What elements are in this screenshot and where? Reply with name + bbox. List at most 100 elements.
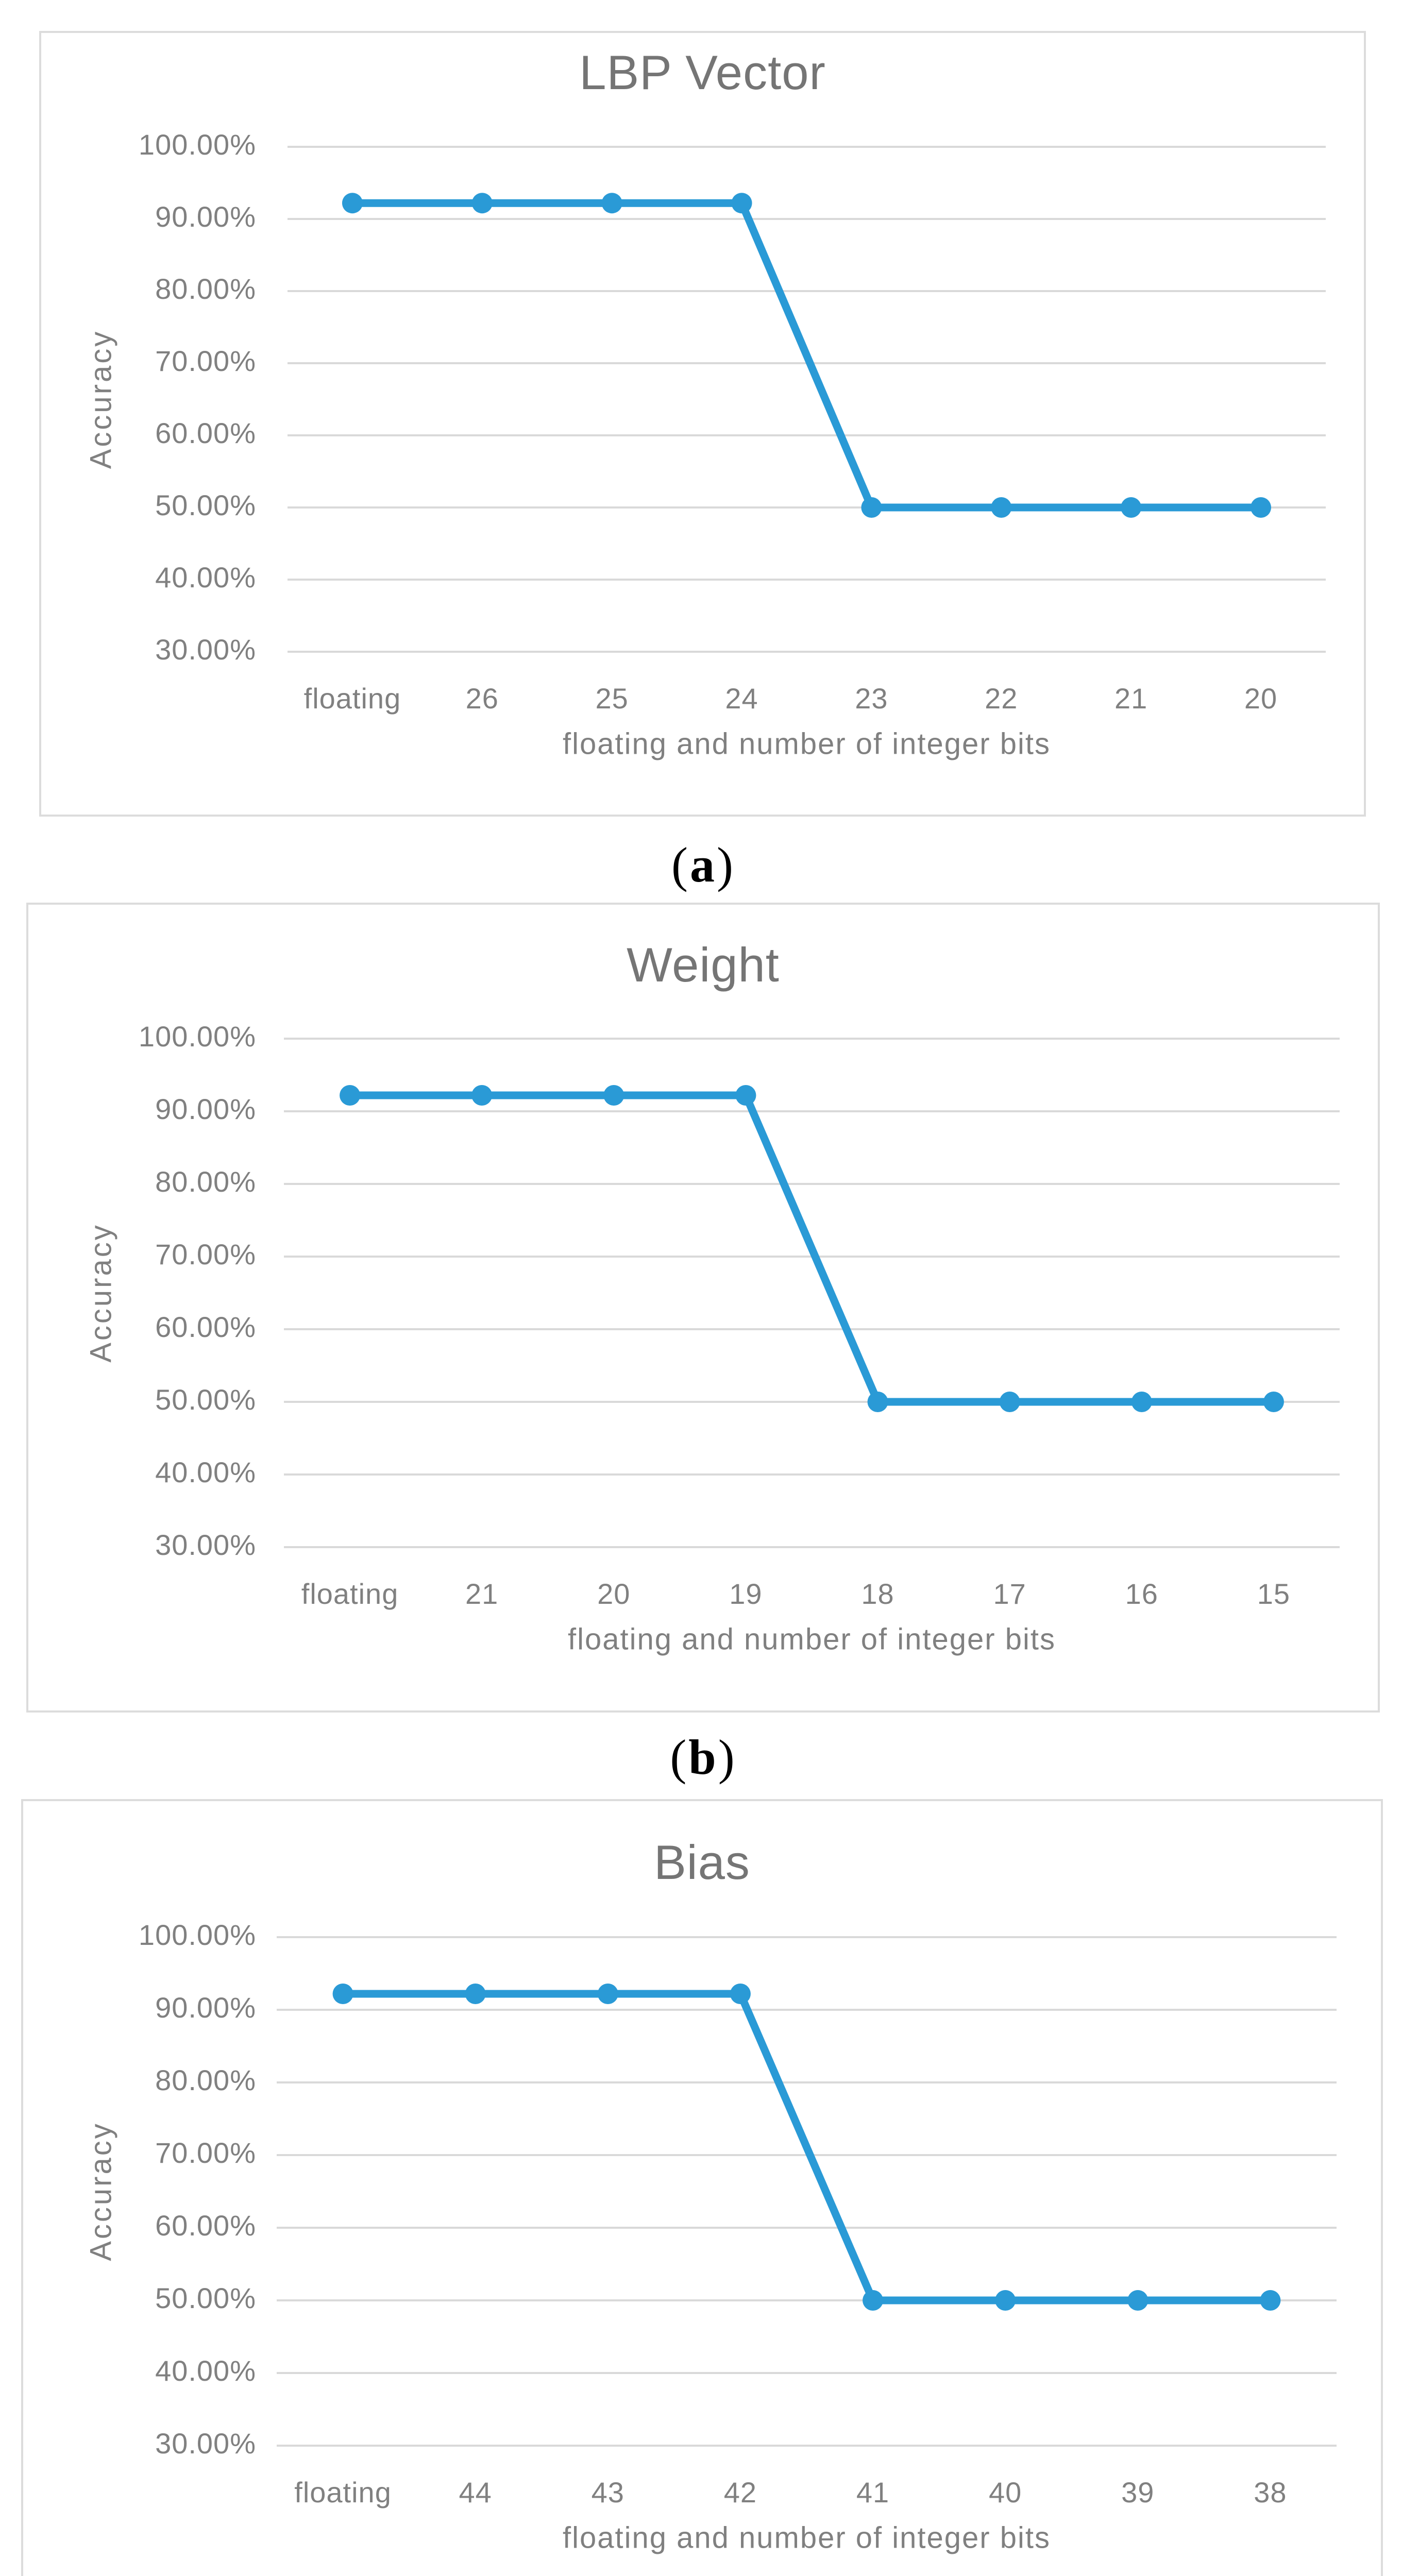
lbp-vector-chart: LBP Vector 100.00% 90.00% 80.00% 70.00% 60.00…: [39, 31, 1366, 817]
x-tick-label: floating: [294, 2476, 392, 2509]
data-point-marker: [1131, 1392, 1152, 1412]
data-point-marker: [342, 193, 363, 214]
y-tick-label: 50.00%: [155, 2282, 256, 2314]
data-point-marker: [1263, 1392, 1284, 1412]
data-point-marker: [471, 193, 493, 214]
x-tick-label: 21: [1114, 682, 1147, 715]
y-axis-title: Accuracy: [84, 330, 117, 469]
x-tick-label: 22: [985, 682, 1018, 715]
y-tick-label: 80.00%: [155, 1165, 256, 1198]
data-point-marker: [1251, 497, 1272, 518]
weight-chart: Weight 100.00% 90.00% 80.00% 70.00% 60.00% 50.…: [26, 903, 1380, 1713]
y-tick-label: 80.00%: [155, 2064, 256, 2096]
data-line: [346, 1091, 1278, 1406]
data-line: [339, 1990, 1274, 2304]
x-tick-label: 18: [861, 1578, 894, 1610]
x-tick-label: 25: [596, 682, 629, 715]
data-point-marker: [730, 1983, 751, 2004]
x-tick-label: 42: [724, 2476, 757, 2509]
caption-open-paren: (: [670, 1729, 687, 1785]
data-point-marker: [332, 1983, 353, 2004]
x-tick-label: 38: [1254, 2476, 1287, 2509]
y-tick-label: 30.00%: [155, 1529, 256, 1561]
x-tick-label: 40: [989, 2476, 1022, 2509]
x-tick-label: 44: [459, 2476, 492, 2509]
x-tick-label: floating: [304, 682, 401, 715]
y-tick-label: 40.00%: [155, 1456, 256, 1488]
data-point-marker: [603, 1084, 624, 1106]
caption-close-paren: ): [717, 837, 733, 892]
y-tick-label: 70.00%: [155, 1238, 256, 1270]
chart-panel-lbp-vector: LBP Vector 100.00% 90.00% 80.00% 70.00% 60.00…: [39, 31, 1366, 817]
x-tick-label: 20: [597, 1578, 630, 1610]
bias-chart: Bias 100.00% 90.00% 80.00% 70.00% 60.00% 50.00…: [21, 1799, 1383, 2576]
x-tick-label: 39: [1121, 2476, 1154, 2509]
y-tick-label: 100.00%: [139, 128, 256, 161]
chart-title: Weight: [627, 938, 780, 992]
x-tick-label: floating: [301, 1578, 399, 1610]
data-point-marker: [735, 1084, 756, 1106]
x-tick-label: 15: [1257, 1578, 1290, 1610]
y-tick-label: 40.00%: [155, 561, 256, 594]
caption-close-paren: ): [718, 1729, 735, 1785]
x-tick-label: 19: [729, 1578, 762, 1610]
y-tick-label: 60.00%: [155, 2209, 256, 2242]
x-tick-label: 21: [465, 1578, 498, 1610]
x-axis-title: floating and number of integer bits: [563, 2521, 1051, 2554]
x-axis-title: floating and number of integer bits: [563, 727, 1051, 760]
data-point-marker: [867, 1392, 888, 1412]
data-point-marker: [999, 1392, 1020, 1412]
x-tick-label: 26: [466, 682, 499, 715]
chart-panel-bias: Bias 100.00% 90.00% 80.00% 70.00% 60.00% 50.00…: [21, 1799, 1383, 2576]
y-tick-label: 90.00%: [155, 1991, 256, 2024]
data-point-marker: [995, 2290, 1016, 2311]
y-tick-label: 100.00%: [139, 1919, 256, 1951]
data-point-marker: [1127, 2290, 1148, 2311]
chart-panel-weight: Weight 100.00% 90.00% 80.00% 70.00% 60.00% 50.…: [26, 903, 1380, 1713]
data-point-marker: [465, 1983, 486, 2004]
caption-open-paren: (: [671, 837, 688, 892]
chart-title: LBP Vector: [579, 45, 826, 99]
x-axis-title: floating and number of integer bits: [568, 1622, 1056, 1656]
y-tick-label: 50.00%: [155, 1383, 256, 1416]
y-tick-label: 70.00%: [155, 345, 256, 377]
data-point-marker: [597, 1983, 618, 2004]
panel-border: [39, 31, 1366, 817]
y-tick-label: 90.00%: [155, 200, 256, 233]
data-point-marker: [731, 193, 752, 214]
data-point-marker: [601, 193, 622, 214]
data-point-marker: [471, 1084, 493, 1106]
y-tick-label: 30.00%: [155, 2427, 256, 2460]
data-point-marker: [861, 497, 882, 518]
y-tick-label: 60.00%: [155, 417, 256, 449]
data-point-marker: [340, 1084, 361, 1106]
x-tick-label: 17: [993, 1578, 1026, 1610]
caption-a: (a): [548, 823, 857, 906]
y-tick-label: 50.00%: [155, 489, 256, 521]
caption-b: (b): [548, 1716, 857, 1798]
y-tick-label: 40.00%: [155, 2354, 256, 2387]
caption-letter: a: [690, 837, 715, 892]
y-tick-label: 70.00%: [155, 2137, 256, 2169]
data-point-marker: [991, 497, 1012, 518]
x-tick-label: 16: [1125, 1578, 1158, 1610]
panel-border: [21, 1799, 1383, 2576]
y-tick-label: 60.00%: [155, 1311, 256, 1343]
y-axis-title: Accuracy: [84, 1223, 117, 1363]
data-point-marker: [863, 2290, 884, 2311]
data-point-marker: [1121, 497, 1142, 518]
data-point-marker: [1260, 2290, 1281, 2311]
y-axis-title: Accuracy: [84, 2122, 117, 2261]
y-tick-label: 30.00%: [155, 633, 256, 666]
data-line: [348, 199, 1265, 512]
x-tick-label: 43: [592, 2476, 624, 2509]
y-tick-label: 80.00%: [155, 273, 256, 305]
x-tick-label: 24: [725, 682, 758, 715]
chart-title: Bias: [654, 1835, 750, 1889]
panel-border: [26, 903, 1380, 1713]
caption-letter: b: [688, 1729, 716, 1785]
x-tick-label: 23: [855, 682, 888, 715]
y-tick-label: 90.00%: [155, 1093, 256, 1125]
x-tick-label: 20: [1244, 682, 1277, 715]
